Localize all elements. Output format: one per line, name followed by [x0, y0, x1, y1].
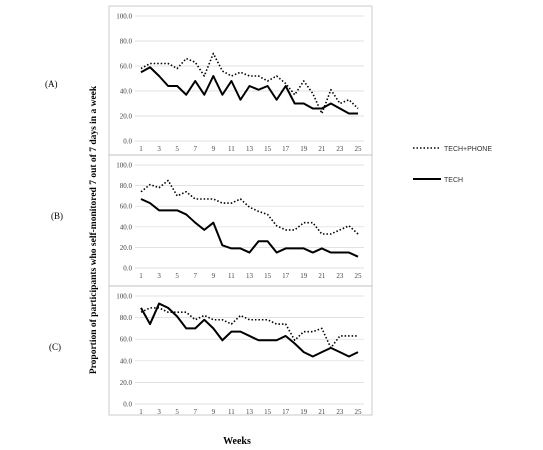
panel-b-frame [108, 154, 373, 287]
panel-c-y-tick-label: 100.0 [116, 293, 132, 301]
panel-a-y-tick-label: 100.0 [116, 13, 132, 21]
panel-b-x-tick-label: 11 [228, 272, 235, 280]
panel-a-label: (A) [45, 79, 58, 89]
panel-b-series-tech [140, 198, 359, 258]
panel-b-x-tick-label: 9 [212, 272, 216, 280]
panel-a-x-tick-label: 5 [175, 145, 179, 153]
panel-c-frame [108, 285, 373, 416]
legend: TECH+PHONE TECH [413, 146, 492, 184]
panel-b-x-tick-label: 21 [318, 272, 326, 280]
panel-a-x-tick-label: 7 [194, 145, 198, 153]
panel-a-x-tick-label: 17 [282, 145, 290, 153]
panel-a-y-tick-label: 40.0 [120, 88, 133, 96]
panel-c-x-tick-label: 15 [264, 408, 272, 416]
panel-a-x-tick-label: 15 [264, 145, 272, 153]
panel-b-series-tech-phone [140, 179, 359, 235]
panel-b-x-tick-label: 25 [355, 272, 363, 280]
panel-a-x-tick-label: 3 [157, 145, 161, 153]
panel-c-y-tick-label: 20.0 [120, 379, 133, 387]
panel-b-x-tick-label: 3 [157, 272, 161, 280]
x-axis-label: Weeks [223, 436, 251, 447]
panel-a-x-tick-label: 23 [336, 145, 344, 153]
panel-a-x-tick-label: 1 [139, 145, 143, 153]
panel-b-x-tick-label: 15 [264, 272, 272, 280]
panel-b-x-tick-label: 1 [139, 272, 143, 280]
panel-c-x-tick-label: 17 [282, 408, 290, 416]
panel-b-y-tick-label: 20.0 [120, 244, 133, 252]
panel-c-x-tick-label: 21 [318, 408, 326, 416]
panel-c-x-tick-label: 11 [228, 408, 235, 416]
panel-b-x-tick-label: 13 [246, 272, 254, 280]
panel-b-y-tick-label: 80.0 [120, 182, 133, 190]
panel-c-y-tick-label: 40.0 [120, 357, 133, 365]
panel-b-y-tick-label: 40.0 [120, 223, 133, 231]
panel-c-series-tech-phone [140, 307, 358, 349]
panel-c-y-tick-label: 0.0 [123, 401, 132, 409]
panel-c-x-tick-label: 3 [157, 408, 161, 416]
panel-b-x-tick-label: 5 [175, 272, 179, 280]
panel-c-x-tick-label: 23 [336, 408, 344, 416]
panel-b-x-tick-label: 7 [194, 272, 198, 280]
panel-b-x-tick-label: 17 [282, 272, 290, 280]
panel-c-x-tick-label: 13 [246, 408, 254, 416]
panel-b-x-tick-label: 19 [300, 272, 308, 280]
panel-a-y-tick-label: 80.0 [120, 38, 133, 46]
panel-a-series-tech [140, 66, 358, 115]
y-axis-label: Proportion of participants who self-moni… [89, 85, 99, 374]
panel-a-y-tick-label: 20.0 [120, 113, 133, 121]
panel-a-series-tech-phone [140, 52, 359, 115]
legend-label-tech-phone: TECH+PHONE [444, 146, 492, 153]
panel-b-x-tick-label: 23 [336, 272, 344, 280]
panel-a-x-tick-label: 25 [355, 145, 363, 153]
panel-a-x-tick-label: 13 [246, 145, 254, 153]
panel-c-y-tick-label: 60.0 [120, 336, 133, 344]
panel-c-x-tick-label: 7 [194, 408, 198, 416]
panel-a-y-tick-label: 0.0 [123, 138, 132, 146]
panel-a-y-tick-label: 60.0 [120, 63, 133, 71]
panel-a-x-tick-label: 21 [318, 145, 326, 153]
panel-b-y-tick-label: 0.0 [123, 265, 132, 273]
panel-c-label: (C) [49, 342, 61, 352]
panel-b-y-tick-label: 60.0 [120, 203, 133, 211]
panel-c-y-tick-label: 80.0 [120, 314, 133, 322]
panel-a-x-tick-label: 9 [212, 145, 216, 153]
panel-c-x-tick-label: 1 [139, 408, 143, 416]
panel-c-x-tick-label: 25 [355, 408, 363, 416]
panel-c-series-tech [140, 302, 359, 358]
panel-a-x-tick-label: 19 [300, 145, 308, 153]
panel-b-label: (B) [51, 211, 63, 221]
panel-c-x-tick-label: 5 [175, 408, 179, 416]
panel-b-y-tick-label: 100.0 [116, 162, 132, 170]
panel-a-frame [108, 5, 373, 156]
panel-c-x-tick-label: 19 [300, 408, 308, 416]
panel-c-x-tick-label: 9 [212, 408, 216, 416]
panel-a-x-tick-label: 11 [228, 145, 235, 153]
legend-label-tech: TECH [444, 177, 463, 184]
